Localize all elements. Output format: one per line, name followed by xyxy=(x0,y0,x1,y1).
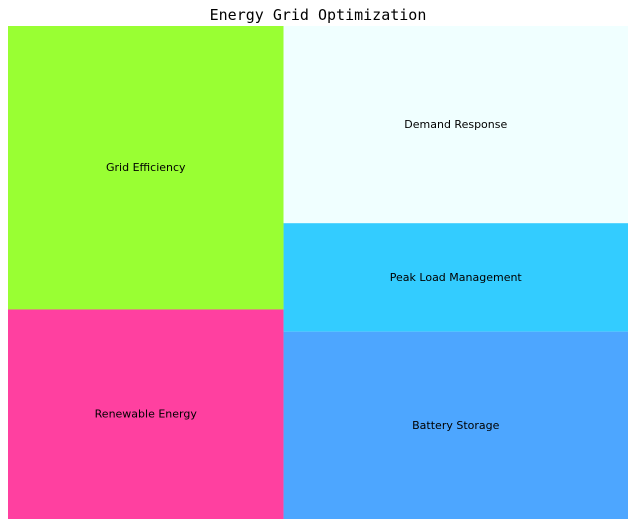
tile-label-demand-response: Demand Response xyxy=(404,118,507,131)
tile-demand-response xyxy=(283,26,628,224)
tile-battery-storage xyxy=(283,331,628,519)
chart-title: Energy Grid Optimization xyxy=(209,6,427,24)
tile-label-battery-storage: Battery Storage xyxy=(412,419,499,432)
tile-label-renewable-energy: Renewable Energy xyxy=(95,408,198,421)
tile-label-grid-efficiency: Grid Efficiency xyxy=(106,161,186,174)
tile-grid-efficiency xyxy=(8,26,284,310)
tile-renewable-energy xyxy=(8,309,284,519)
tile-label-peak-load-management: Peak Load Management xyxy=(390,271,523,284)
tile-peak-load-management xyxy=(283,223,628,332)
